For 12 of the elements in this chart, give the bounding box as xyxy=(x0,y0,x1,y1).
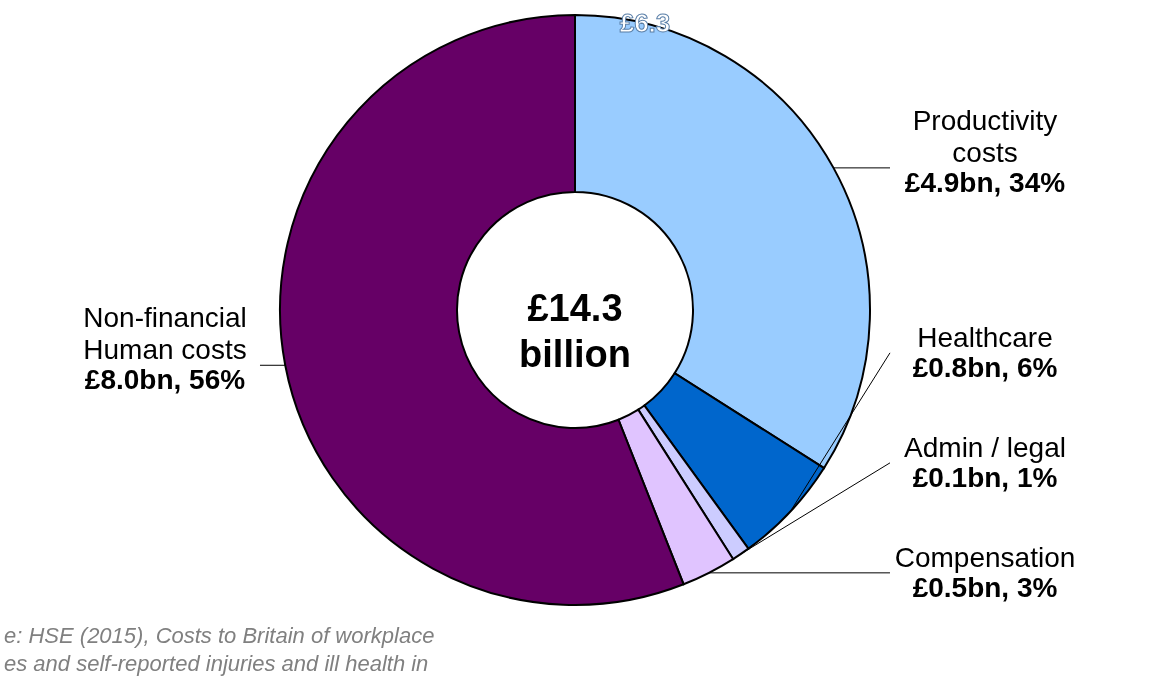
slice-label: Admin / legal xyxy=(904,431,1066,463)
text: e: HSE (2015), Costs to Britain of workplace xyxy=(4,623,435,648)
slice-label: Healthcare xyxy=(917,321,1053,353)
data-label: £0.8bn, 6% xyxy=(912,351,1058,383)
text: es and self-reported injuries and ill health in xyxy=(4,651,429,676)
slice-label: Productivity costs xyxy=(912,104,1058,168)
text: £6.3 xyxy=(619,8,671,38)
data-label: £4.9bn, 34% xyxy=(904,166,1066,198)
slice-label: Compensation xyxy=(894,541,1076,573)
data-label: £8.0bn, 56% xyxy=(84,364,246,396)
slice-label: Non-financial Human costs xyxy=(83,302,247,366)
text: £14.3 billion xyxy=(519,287,631,375)
